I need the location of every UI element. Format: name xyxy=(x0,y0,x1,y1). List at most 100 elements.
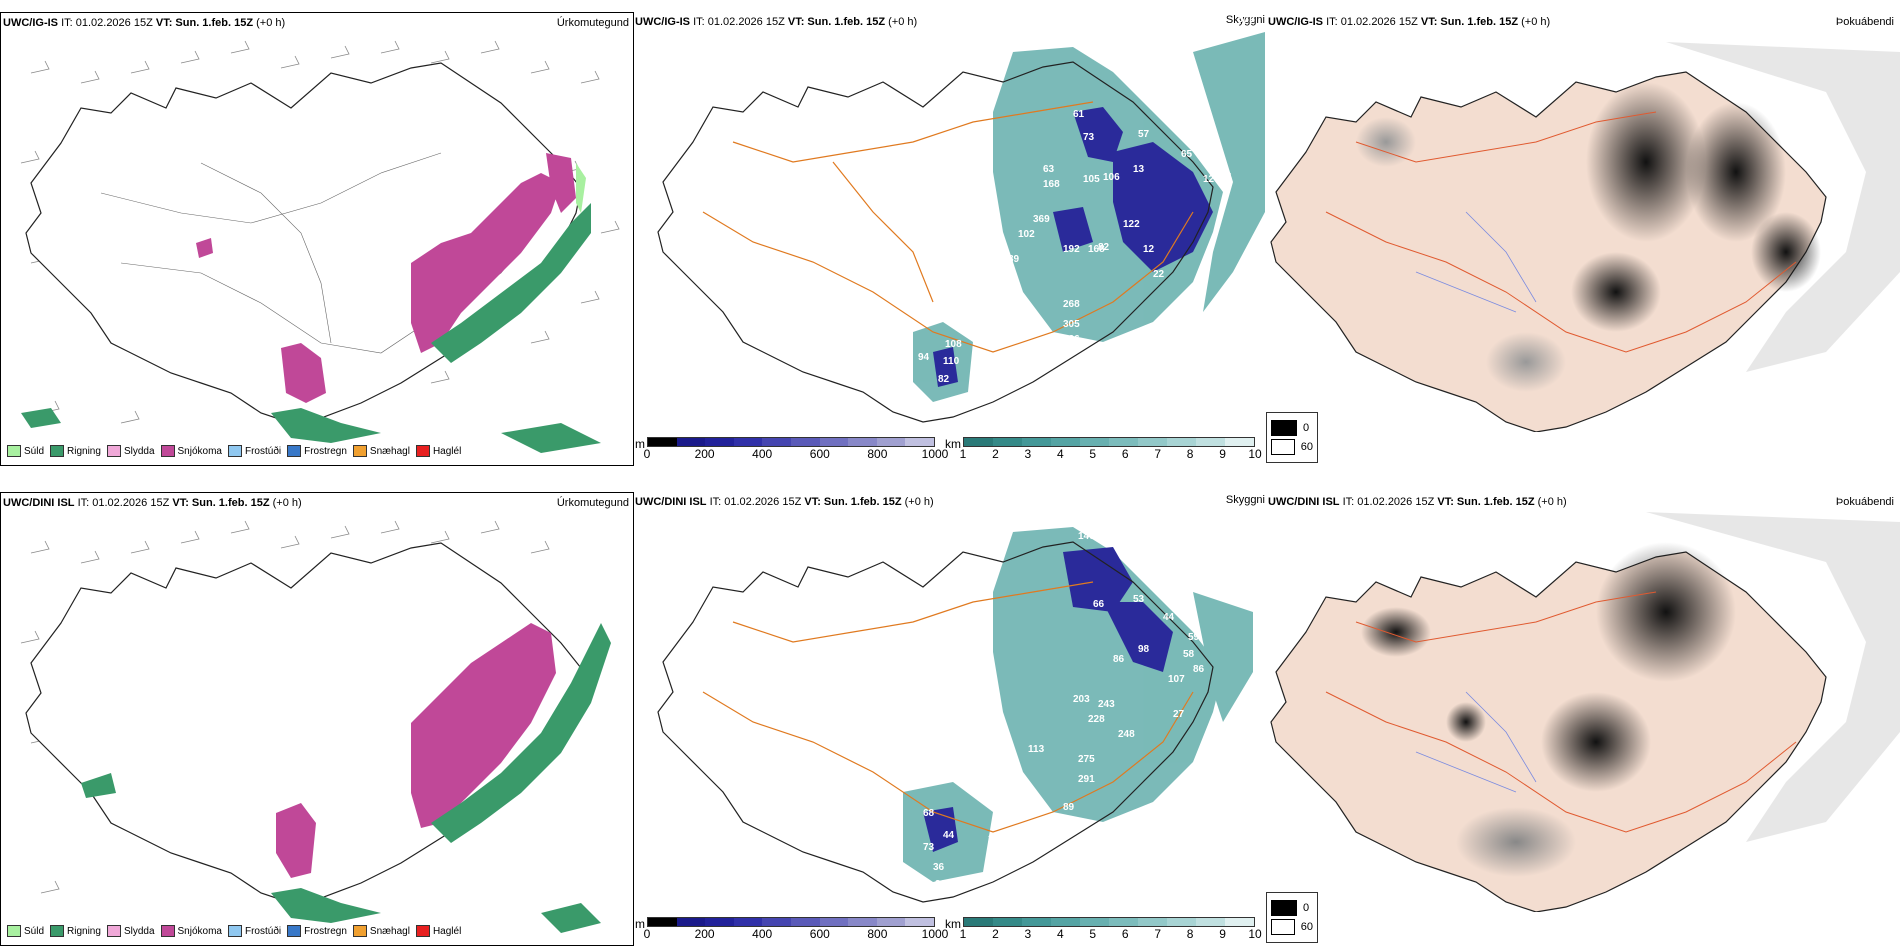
scale-tick-label: 3 xyxy=(1024,927,1032,941)
cloud-base-value: 82 xyxy=(1098,242,1110,253)
cloud-base-value: 44 xyxy=(1163,612,1175,623)
cloud-base-value: 106 xyxy=(1103,172,1120,183)
legend-label: Haglél xyxy=(432,445,462,457)
legend-item-frostregn: Frostregn xyxy=(287,445,347,457)
legend-swatch xyxy=(7,445,21,457)
scale-swatch xyxy=(964,918,993,926)
scale-swatch xyxy=(733,918,763,926)
cloud-base-value: 192 xyxy=(1063,244,1080,255)
scale-swatch xyxy=(1225,918,1254,926)
drizzle-areas xyxy=(576,163,586,213)
legend-swatch xyxy=(106,445,121,457)
scale-tick-label: 600 xyxy=(809,927,830,941)
scale-swatch xyxy=(648,438,677,446)
cloud-map-bottom: 28 140 66 53 44 59 58 86 98 86 107 27 203 243 228 248 27… xyxy=(657,527,1253,903)
scale-tick-label: 7 xyxy=(1154,927,1161,941)
cloud-base-value: 36 xyxy=(935,879,947,890)
panel-header: UWC/DINI ISL IT: 01.02.2026 15Z VT: Sun.… xyxy=(635,496,934,508)
scale-swatch xyxy=(993,918,1022,926)
cloud-base-value: 228 xyxy=(1088,714,1105,725)
legend-item-frostúði: Frostúði xyxy=(227,445,281,457)
panel-title: Skyggni xyxy=(1225,14,1265,26)
panel-header: UWC/DINI ISL IT: 01.02.2026 15Z VT: Sun.… xyxy=(1268,496,1567,508)
cloud-base-value: 94 xyxy=(918,352,930,363)
cloud-base-value: 107 xyxy=(1168,674,1185,685)
ceiling-fill xyxy=(923,547,1173,852)
legend-label: Haglél xyxy=(432,925,462,937)
cloud-base-value: 86 xyxy=(1113,654,1125,665)
scale-swatch xyxy=(1196,438,1225,446)
cloud-base-value: 73 xyxy=(923,842,935,853)
scale-swatch xyxy=(1138,438,1167,446)
precip-type-panel-top: UWC/IG-IS IT: 01.02.2026 15Z VT: Sun. 1.… xyxy=(0,12,634,466)
legend-item-snjókoma: Snjókoma xyxy=(160,445,222,457)
visibility-scale: km 1 2 3 4 5 6 7 8 9 10 xyxy=(945,917,1262,941)
scale-swatch xyxy=(876,438,906,446)
precip-map-bottom xyxy=(20,520,611,933)
cloud-base-value: 68 xyxy=(923,808,935,819)
legend-label: Snjókoma xyxy=(177,925,222,937)
snow-areas xyxy=(276,623,556,878)
fog-index-panel-bottom: UWC/DINI ISL IT: 01.02.2026 15Z VT: Sun.… xyxy=(1266,492,1900,944)
forecast-offset: (+0 h) xyxy=(888,16,918,28)
fog-legend-swatch-60 xyxy=(1271,439,1295,455)
cloud-base-value: 168 xyxy=(1043,179,1060,190)
valid-time: VT: Sun. 1.feb. 15Z xyxy=(804,496,902,508)
forecast-offset: (+0 h) xyxy=(256,17,286,29)
rivers xyxy=(1415,211,1537,313)
legend-swatch xyxy=(415,925,430,937)
fog-legend-label-60: 60 xyxy=(1300,441,1313,453)
legend-label: Snjókoma xyxy=(177,445,222,457)
scale-tick-label: 800 xyxy=(867,927,888,941)
fog-legend-label-0: 0 xyxy=(1303,422,1310,434)
scale-tick-label: 600 xyxy=(809,447,830,461)
scale-tick-label: 10 xyxy=(1248,447,1262,461)
rain-areas xyxy=(21,203,601,453)
cloud-base-value: 66 xyxy=(1093,599,1105,610)
init-time: IT: 01.02.2026 15Z xyxy=(1326,16,1418,28)
scale-tick-label: 7 xyxy=(1154,447,1161,461)
precip-map-top xyxy=(20,40,620,453)
legend-swatch xyxy=(352,925,367,937)
cloud-base-value: 58 xyxy=(1183,649,1195,660)
scale-tick-label: 1000 xyxy=(921,927,949,941)
legend-swatch xyxy=(50,925,65,937)
scale-swatch xyxy=(790,438,820,446)
panel-header: UWC/IG-IS IT: 01.02.2026 15Z VT: Sun. 1.… xyxy=(3,17,285,29)
cloud-base-value: 305 xyxy=(1063,319,1080,330)
valid-time: VT: Sun. 1.feb. 15Z xyxy=(1420,16,1519,28)
legend-swatch xyxy=(287,445,302,457)
cloud-base-value: 44 xyxy=(943,830,955,841)
precip-legend: Súld Rigning Slydda Snjókoma Frostúði Frostre… xyxy=(7,445,461,457)
roads xyxy=(702,581,1194,833)
scale-swatch xyxy=(819,918,849,926)
fog-legend-swatch-0 xyxy=(1271,420,1297,436)
fog-patches xyxy=(1356,82,1821,392)
scale-swatch xyxy=(819,438,849,446)
cloud-base-value: 82 xyxy=(938,374,950,385)
scale-swatch xyxy=(1051,918,1080,926)
cloud-base-value: 73 xyxy=(1083,132,1095,143)
iceland-outline xyxy=(657,61,1214,423)
valid-time: VT: Sun. 1.feb. 15Z xyxy=(155,17,254,29)
cloud-base-value: 231 xyxy=(988,834,1005,845)
panel-header: UWC/IG-IS IT: 01.02.2026 15Z VT: Sun. 1.… xyxy=(635,16,917,28)
rain-areas xyxy=(81,623,611,933)
scale-tick-label: 400 xyxy=(752,447,773,461)
cloud-base-value: 369 xyxy=(1033,214,1050,225)
roads xyxy=(1325,591,1797,833)
scale-swatch xyxy=(848,918,877,926)
legend-item-snjókoma: Snjókoma xyxy=(160,925,222,937)
model-name: UWC/IG-IS xyxy=(3,17,58,29)
legend-swatch xyxy=(106,925,121,937)
cloud-base-value: 140 xyxy=(1078,531,1095,542)
scale-tick-label: 3 xyxy=(1024,447,1032,461)
legend-item-súld: Súld xyxy=(7,445,44,457)
panel-title: Skyggni xyxy=(1225,494,1265,506)
cloud-base-value: 108 xyxy=(945,339,962,350)
sea-fog xyxy=(1646,512,1900,842)
scale-swatch xyxy=(876,918,906,926)
ceiling-scale: m 0 200 400 600 800 1000 xyxy=(635,437,948,461)
scale-swatch xyxy=(1196,918,1225,926)
legend-label: Súld xyxy=(24,445,45,457)
